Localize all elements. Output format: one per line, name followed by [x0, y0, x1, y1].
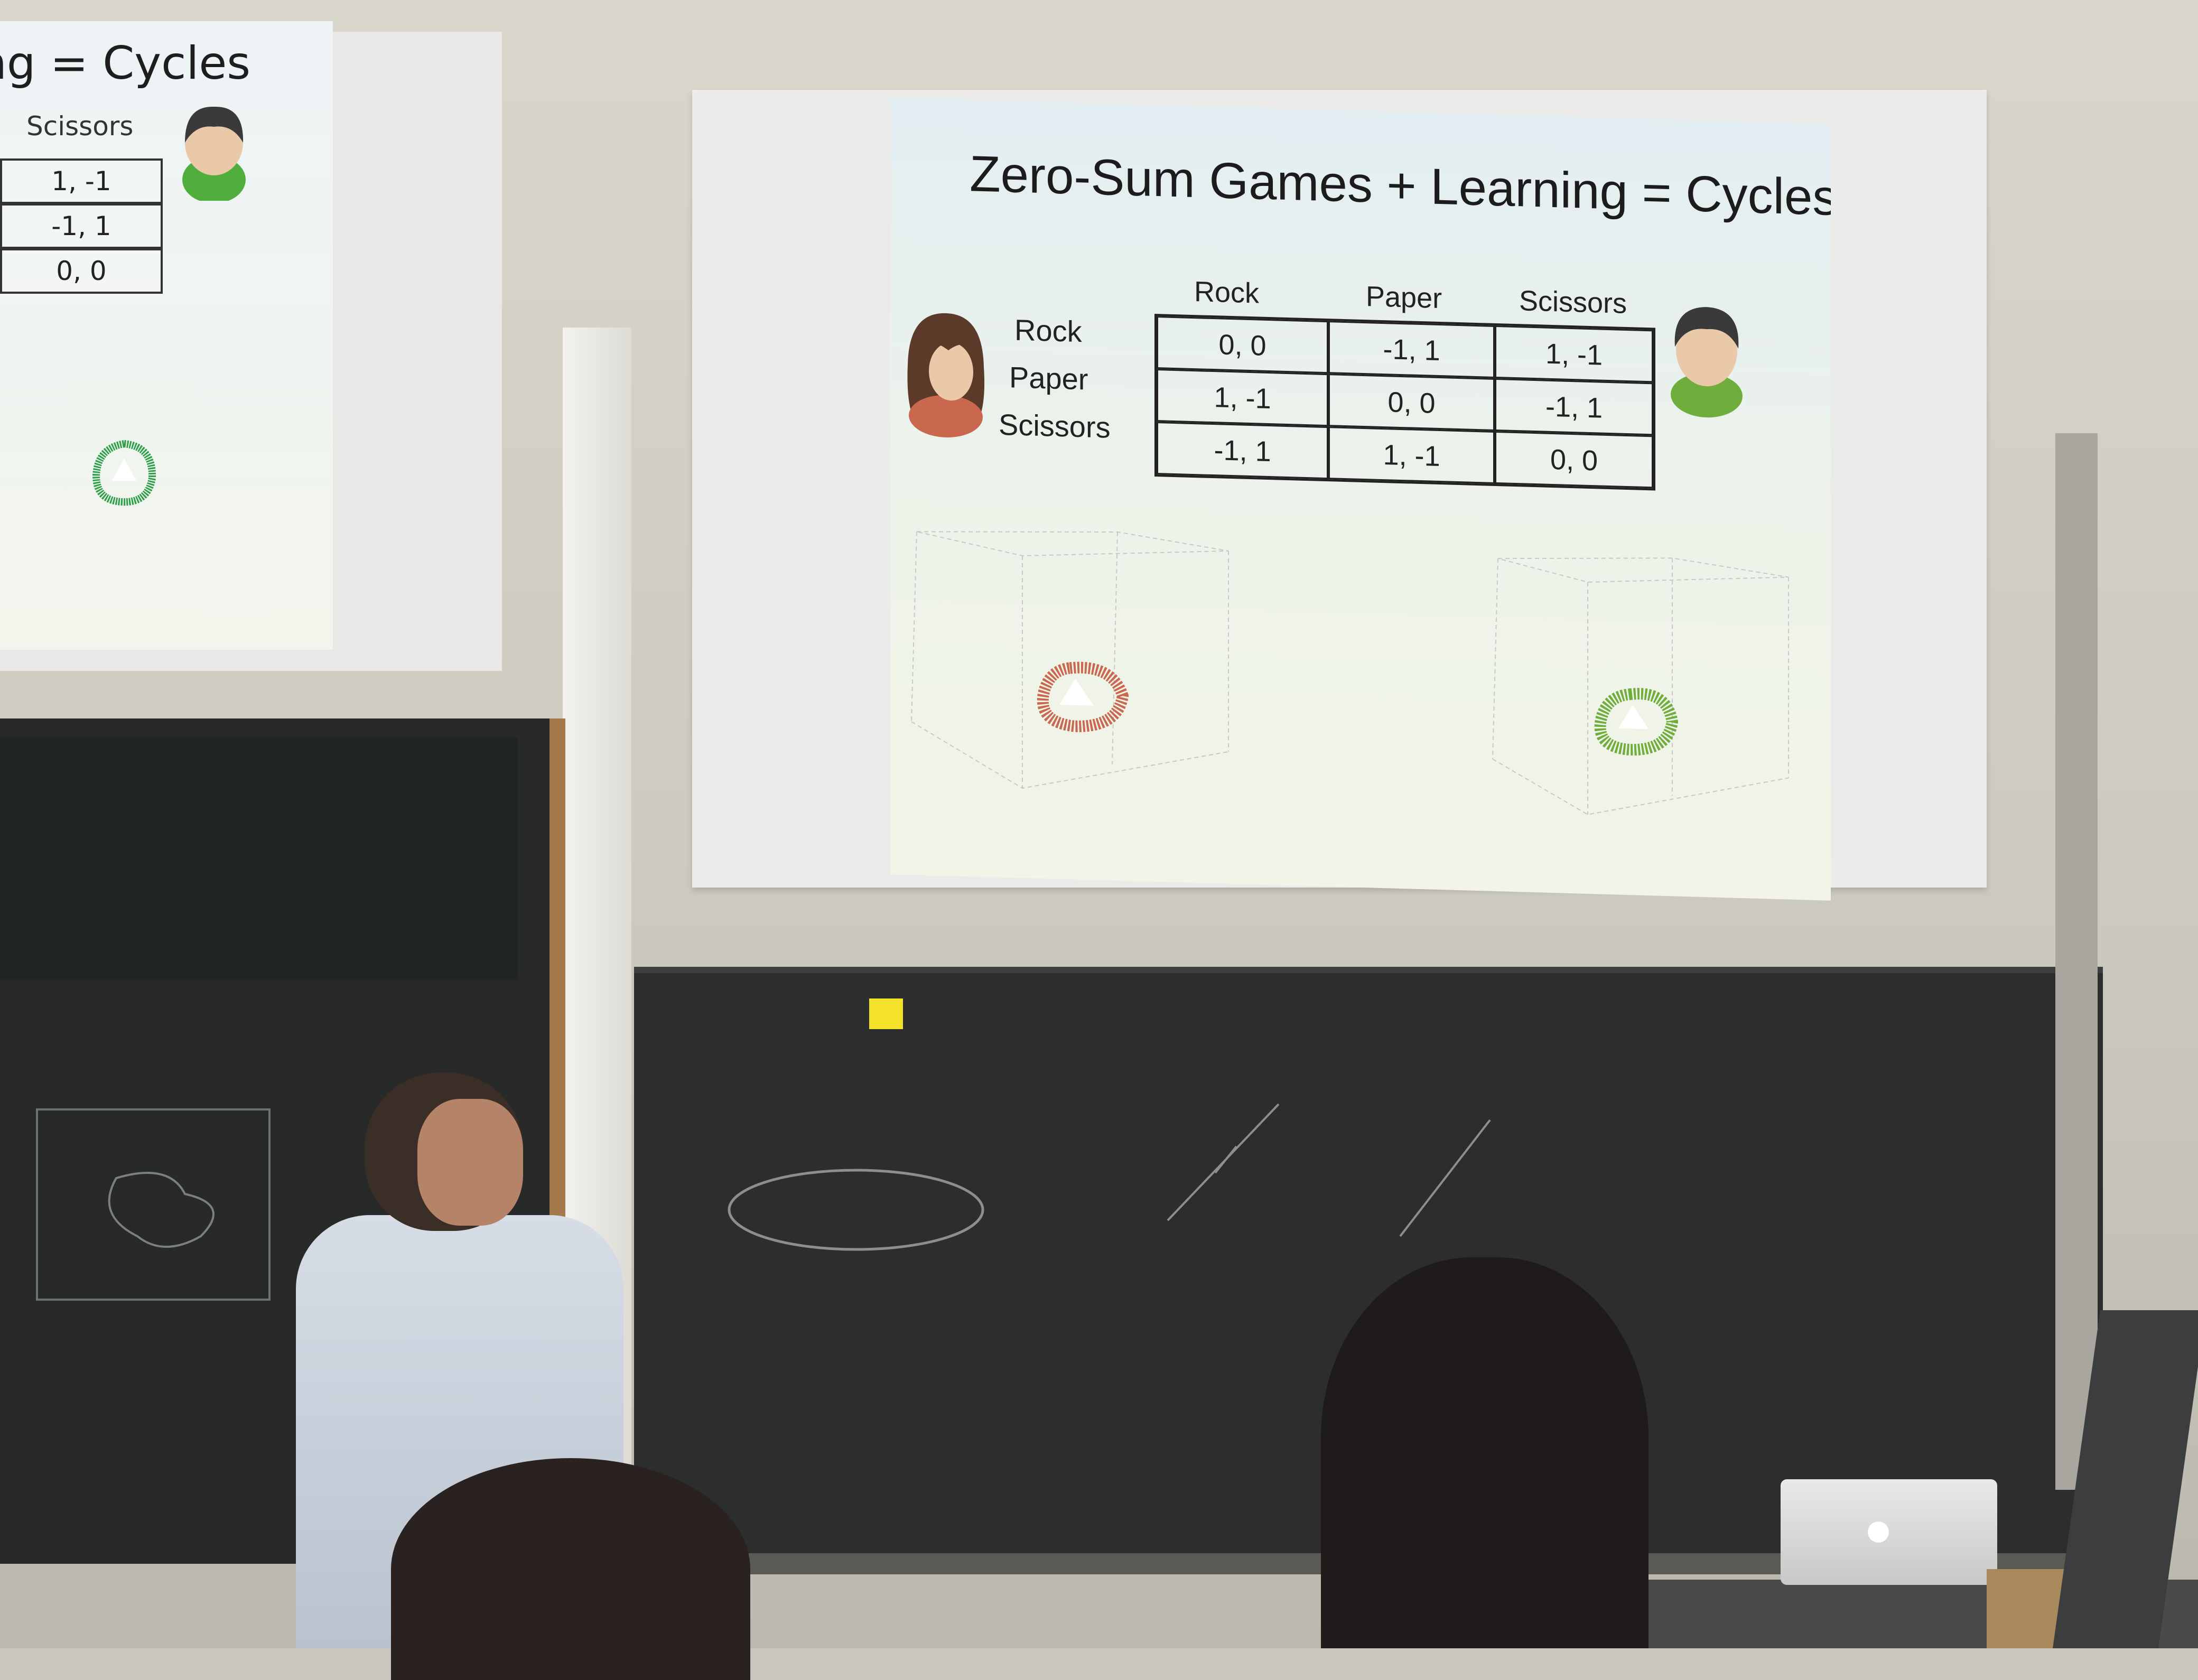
audience-member-head	[1321, 1257, 1648, 1648]
matrix-cell: 1, -1	[1328, 426, 1495, 484]
right-simplex-plot	[1492, 557, 1789, 815]
left-slide: ning = Cycles Scissors 1, -1 -1, 1 0, 0	[0, 21, 333, 650]
male-avatar-icon	[182, 106, 246, 201]
slide-title: Zero-Sum Games + Learning = Cycles	[970, 145, 1831, 227]
matrix-cell: -1, 1	[1157, 422, 1328, 480]
matrix-cell: 1, -1	[1157, 369, 1328, 427]
left-blackboard-upper-panel	[0, 737, 518, 980]
left-slide-cell: -1, 1	[0, 203, 163, 249]
matrix-cell: 0, 0	[1495, 431, 1653, 489]
row-header-rock: Rock	[1014, 313, 1082, 349]
right-wall-column	[2055, 433, 2098, 1490]
matrix-cell: 0, 0	[1328, 374, 1495, 431]
slide: Zero-Sum Games + Learning = Cycles Rock …	[890, 98, 1831, 901]
left-slide-title: ning = Cycles	[0, 37, 251, 90]
chalk-drawings	[728, 1103, 1491, 1251]
sticky-note	[869, 998, 903, 1029]
row-header-paper: Paper	[1009, 360, 1088, 396]
matrix-cell: 0, 0	[1157, 316, 1328, 374]
column-header-paper: Paper	[1366, 281, 1442, 315]
apple-logo-icon	[1868, 1522, 1889, 1543]
matrix-cell: 1, -1	[1495, 325, 1653, 383]
left-cycle-plot	[92, 440, 156, 506]
left-board-chalk-sketch	[36, 1108, 271, 1301]
laptop	[1781, 1479, 1997, 1585]
male-avatar-icon	[1671, 307, 1743, 418]
left-slide-column-header: Scissors	[26, 111, 134, 142]
lecturer-face	[417, 1099, 523, 1226]
female-avatar-icon	[907, 313, 985, 437]
payoff-matrix: 0, 0 -1, 1 1, -1 1, -1 0, 0 -1, 1 -1, 1 …	[1154, 313, 1655, 491]
column-header-rock: Rock	[1194, 276, 1260, 310]
left-slide-cell: 1, -1	[0, 158, 163, 204]
left-slide-cell: 0, 0	[0, 248, 163, 294]
left-simplex-plot	[911, 531, 1229, 789]
row-header-scissors: Scissors	[999, 407, 1111, 444]
matrix-cell: -1, 1	[1328, 321, 1495, 378]
audience-member-head	[391, 1458, 750, 1680]
matrix-cell: -1, 1	[1495, 378, 1653, 436]
column-header-scissors: Scissors	[1519, 285, 1627, 320]
